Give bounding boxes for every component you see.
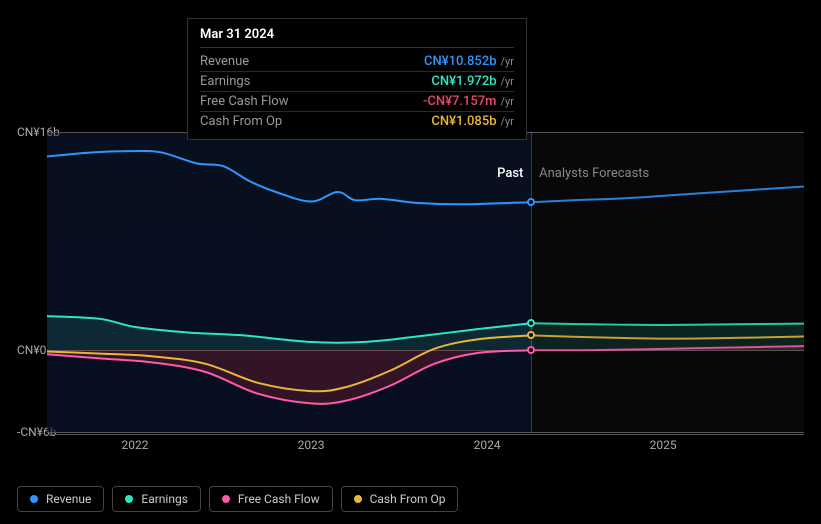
legend-label: Free Cash Flow bbox=[238, 492, 320, 506]
tooltip-value-cell: -CN¥7.157m/yr bbox=[423, 94, 514, 109]
series-area-earnings bbox=[47, 316, 804, 350]
legend-item-cfo[interactable]: Cash From Op bbox=[341, 486, 459, 512]
y-tick-label: CN¥0 bbox=[17, 343, 46, 357]
tooltip-unit: /yr bbox=[501, 75, 514, 88]
x-axis-line bbox=[47, 434, 804, 435]
legend-item-earnings[interactable]: Earnings bbox=[112, 486, 201, 512]
hover-tooltip: Mar 31 2024 Revenue CN¥10.852b/yr Earnin… bbox=[187, 18, 527, 140]
tooltip-label: Cash From Op bbox=[200, 114, 282, 129]
x-tick-label: 2023 bbox=[298, 438, 325, 452]
tooltip-value: CN¥1.972b bbox=[431, 74, 496, 89]
line-chart[interactable]: CN¥16b CN¥0 -CN¥6b Past Analysts Forecas… bbox=[17, 120, 804, 450]
series-marker-earnings bbox=[527, 319, 535, 327]
tooltip-row-fcf: Free Cash Flow -CN¥7.157m/yr bbox=[200, 92, 514, 112]
legend-dot bbox=[222, 495, 230, 503]
tooltip-label: Revenue bbox=[200, 54, 249, 69]
x-tick-label: 2025 bbox=[650, 438, 677, 452]
legend-item-fcf[interactable]: Free Cash Flow bbox=[209, 486, 333, 512]
x-tick-label: 2022 bbox=[122, 438, 149, 452]
tooltip-value: CN¥10.852b bbox=[424, 54, 496, 69]
tooltip-unit: /yr bbox=[501, 115, 514, 128]
legend-dot bbox=[125, 495, 133, 503]
tooltip-unit: /yr bbox=[501, 95, 514, 108]
series-line-revenue-past bbox=[47, 151, 531, 204]
tooltip-row-cfo: Cash From Op CN¥1.085b/yr bbox=[200, 112, 514, 131]
tooltip-row-earnings: Earnings CN¥1.972b/yr bbox=[200, 72, 514, 92]
tooltip-value: -CN¥7.157m bbox=[423, 94, 497, 109]
series-marker-revenue bbox=[527, 198, 535, 206]
tooltip-date: Mar 31 2024 bbox=[200, 27, 514, 48]
series-marker-cfo bbox=[527, 331, 535, 339]
series-svg bbox=[47, 132, 804, 432]
series-marker-fcf bbox=[527, 346, 535, 354]
series-area-fcf bbox=[47, 346, 804, 404]
tooltip-unit: /yr bbox=[501, 55, 514, 68]
legend-label: Earnings bbox=[141, 492, 188, 506]
legend-item-revenue[interactable]: Revenue bbox=[17, 486, 104, 512]
series-line-revenue-forecast bbox=[531, 187, 804, 203]
tooltip-label: Earnings bbox=[200, 74, 250, 89]
gridline bbox=[47, 432, 804, 433]
series-line-earnings-forecast bbox=[531, 323, 804, 325]
past-label: Past bbox=[497, 166, 523, 181]
past-forecast-divider bbox=[531, 132, 532, 432]
legend: Revenue Earnings Free Cash Flow Cash Fro… bbox=[17, 486, 458, 512]
tooltip-value-cell: CN¥10.852b/yr bbox=[424, 54, 514, 69]
legend-dot bbox=[30, 495, 38, 503]
legend-dot bbox=[354, 495, 362, 503]
tooltip-label: Free Cash Flow bbox=[200, 94, 288, 109]
plot-region: Past Analysts Forecasts bbox=[47, 132, 804, 432]
tooltip-row-revenue: Revenue CN¥10.852b/yr bbox=[200, 52, 514, 72]
x-tick-label: 2024 bbox=[474, 438, 501, 452]
legend-label: Cash From Op bbox=[370, 492, 446, 506]
tooltip-value-cell: CN¥1.972b/yr bbox=[431, 74, 514, 89]
legend-label: Revenue bbox=[46, 492, 91, 506]
tooltip-value: CN¥1.085b bbox=[431, 114, 496, 129]
forecast-label: Analysts Forecasts bbox=[539, 166, 649, 181]
tooltip-value-cell: CN¥1.085b/yr bbox=[431, 114, 514, 129]
